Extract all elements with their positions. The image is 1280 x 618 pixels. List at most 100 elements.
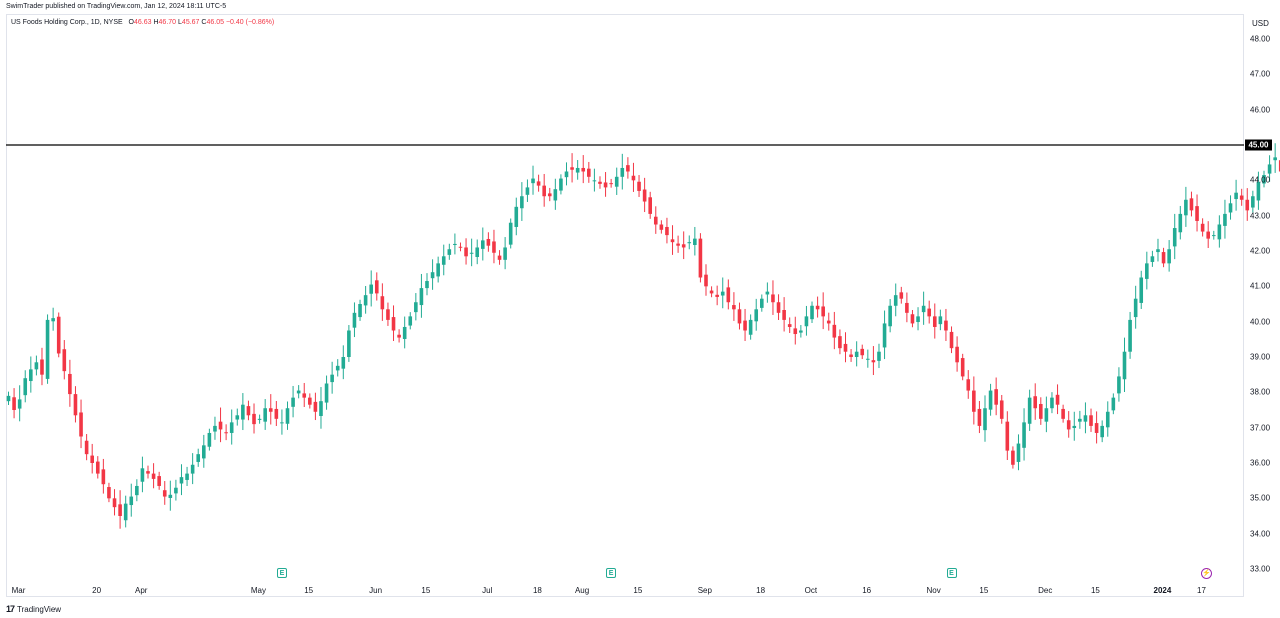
candle[interactable] xyxy=(341,345,346,380)
candle[interactable] xyxy=(252,403,256,434)
candle[interactable] xyxy=(107,482,111,503)
candle[interactable] xyxy=(1184,186,1188,227)
candle[interactable] xyxy=(397,329,401,343)
candle[interactable] xyxy=(910,310,915,328)
candle[interactable] xyxy=(1172,213,1177,260)
candle[interactable] xyxy=(380,283,385,321)
candle[interactable] xyxy=(949,326,954,354)
candle[interactable] xyxy=(592,168,597,192)
candle[interactable] xyxy=(866,349,870,368)
candle[interactable] xyxy=(1251,190,1255,213)
candle[interactable] xyxy=(787,317,792,334)
candle[interactable] xyxy=(860,344,865,360)
candle[interactable] xyxy=(626,157,630,179)
candle[interactable] xyxy=(1195,194,1199,232)
candle[interactable] xyxy=(547,187,552,202)
candle[interactable] xyxy=(425,273,429,296)
candle[interactable] xyxy=(687,235,692,250)
candle[interactable] xyxy=(162,481,167,505)
candle[interactable] xyxy=(363,285,368,314)
candle[interactable] xyxy=(73,386,78,423)
candle[interactable] xyxy=(174,479,178,501)
symbol-title[interactable]: US Foods Holding Corp., 1D, NYSE xyxy=(11,19,123,26)
candle[interactable] xyxy=(520,182,524,221)
candle[interactable] xyxy=(849,349,853,362)
candle[interactable] xyxy=(720,277,725,309)
candle[interactable] xyxy=(285,401,290,430)
candle[interactable] xyxy=(1156,238,1160,262)
candle[interactable] xyxy=(748,314,753,340)
candle[interactable] xyxy=(391,305,396,341)
candle[interactable] xyxy=(899,286,904,304)
candle[interactable] xyxy=(765,282,770,303)
candle[interactable] xyxy=(977,400,982,434)
candle[interactable] xyxy=(826,312,831,331)
candle[interactable] xyxy=(23,370,28,403)
candle[interactable] xyxy=(1033,383,1038,420)
candle[interactable] xyxy=(1111,393,1116,415)
candle[interactable] xyxy=(1145,251,1149,290)
candle[interactable] xyxy=(308,393,312,409)
candle[interactable] xyxy=(776,294,781,320)
candle[interactable] xyxy=(972,376,976,425)
candle[interactable] xyxy=(988,383,993,416)
candle[interactable] xyxy=(888,299,892,333)
candle[interactable] xyxy=(737,302,742,330)
candle[interactable] xyxy=(1167,240,1171,272)
candle[interactable] xyxy=(508,218,513,249)
candle[interactable] xyxy=(1139,270,1144,309)
candle[interactable] xyxy=(168,480,173,511)
candle[interactable] xyxy=(821,292,825,330)
candle[interactable] xyxy=(815,296,820,318)
candle[interactable] xyxy=(1094,411,1099,444)
candle[interactable] xyxy=(944,308,948,341)
candle[interactable] xyxy=(95,456,100,479)
candle[interactable] xyxy=(927,300,931,324)
candle[interactable] xyxy=(1027,389,1032,431)
candle[interactable] xyxy=(1100,420,1104,443)
candle[interactable] xyxy=(1133,285,1138,329)
candle[interactable] xyxy=(430,259,435,290)
candle[interactable] xyxy=(1105,401,1110,437)
candle[interactable] xyxy=(754,298,759,331)
candle[interactable] xyxy=(101,458,106,494)
candle[interactable] xyxy=(151,463,156,489)
candle[interactable] xyxy=(916,307,920,331)
candle[interactable] xyxy=(570,153,574,183)
candle[interactable] xyxy=(296,385,301,399)
candle[interactable] xyxy=(631,162,636,192)
candle[interactable] xyxy=(603,172,608,197)
candle[interactable] xyxy=(614,167,619,195)
candle[interactable] xyxy=(241,393,245,431)
candle[interactable] xyxy=(90,443,94,474)
candle[interactable] xyxy=(1245,188,1250,221)
candle[interactable] xyxy=(536,174,541,192)
candle[interactable] xyxy=(893,283,898,317)
candle[interactable] xyxy=(1044,396,1049,433)
candle[interactable] xyxy=(559,174,563,195)
candle[interactable] xyxy=(229,409,234,445)
candle[interactable] xyxy=(854,341,859,367)
candle[interactable] xyxy=(1016,434,1021,471)
candle[interactable] xyxy=(419,273,424,318)
candle[interactable] xyxy=(843,332,848,363)
candle[interactable] xyxy=(68,359,72,407)
candle[interactable] xyxy=(84,434,89,461)
candle[interactable] xyxy=(1262,170,1266,188)
candle[interactable] xyxy=(1223,199,1227,239)
candle[interactable] xyxy=(676,235,680,253)
candle[interactable] xyxy=(1089,408,1093,432)
candle[interactable] xyxy=(871,346,876,376)
candle[interactable] xyxy=(453,233,457,255)
candle[interactable] xyxy=(581,155,586,184)
candle[interactable] xyxy=(732,292,736,321)
candle[interactable] xyxy=(1011,446,1015,469)
candle[interactable] xyxy=(218,407,223,443)
candle[interactable] xyxy=(575,160,580,180)
candle[interactable] xyxy=(503,237,507,270)
candle[interactable] xyxy=(653,206,658,234)
candle[interactable] xyxy=(475,239,480,265)
candle[interactable] xyxy=(224,424,228,441)
candle[interactable] xyxy=(441,244,446,276)
candle[interactable] xyxy=(960,353,965,381)
